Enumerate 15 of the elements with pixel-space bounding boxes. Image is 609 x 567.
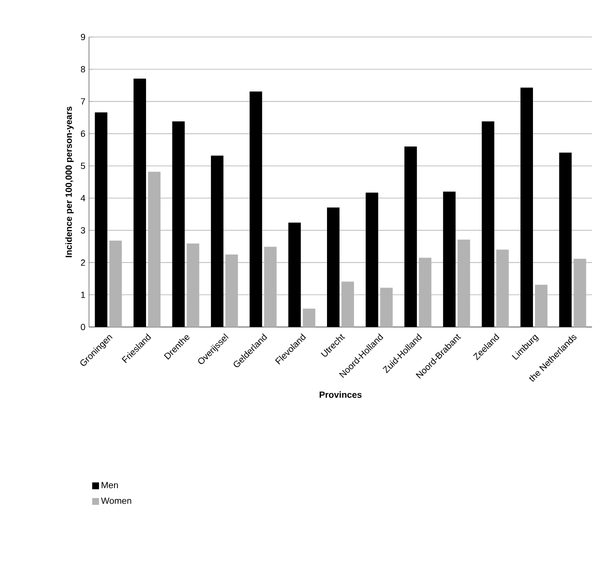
y-tick-label: 8 [80, 66, 86, 72]
y-tick-label: 7 [80, 98, 86, 105]
y-axis-title: Incidence per 100,000 person-years [65, 106, 74, 258]
legend-label: Men [102, 482, 118, 488]
bar [302, 308, 316, 327]
x-axis-title: Provinces [320, 391, 362, 398]
y-tick-label: 9 [80, 34, 86, 40]
y-tick-label: 5 [80, 162, 86, 170]
y-tick-label: 6 [80, 130, 86, 137]
y-tick-label: 3 [80, 227, 86, 234]
y-tick-label: 0 [80, 324, 86, 330]
y-tick-label: 4 [80, 195, 86, 202]
y-tick-label: 1 [81, 292, 86, 298]
y-tick-label: 2 [80, 259, 86, 266]
legend-label: Women [101, 498, 132, 504]
